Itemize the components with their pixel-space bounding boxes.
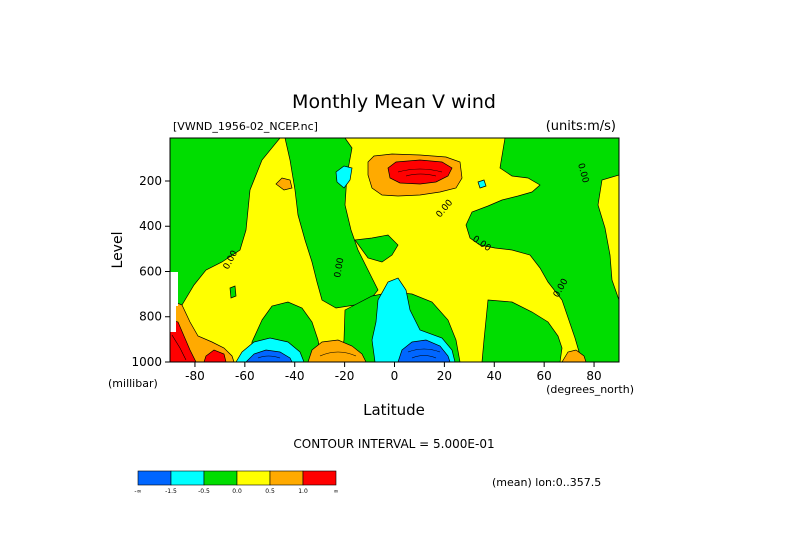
y-axis: 200 400 600 800 1000 — [131, 174, 170, 369]
region-orange-southern-lower — [307, 339, 367, 362]
x-tick-label: 0 — [391, 369, 399, 383]
region-red-polar-south — [170, 319, 197, 362]
region-blue-northern-tropics — [397, 339, 451, 362]
x-tick-label: 40 — [487, 369, 502, 383]
colorbar-swatch — [203, 470, 238, 486]
units-label: (units:m/s) — [546, 119, 616, 134]
x-tick-label: 80 — [586, 369, 601, 383]
region-red-polar-south-b — [203, 349, 227, 362]
contour-label: 0.00 — [333, 257, 346, 279]
colorbar-label: -∞ — [134, 488, 141, 495]
mean-text: (mean) lon:0..357.5 — [492, 476, 601, 489]
y-tick-label: 800 — [139, 310, 162, 324]
colorbar-swatch — [170, 470, 205, 486]
colorbar-label: ∞ — [334, 488, 339, 495]
dataset-label: [VWND_1956-02_NCEP.nc] — [173, 120, 318, 133]
x-tick-label: -60 — [235, 369, 255, 383]
colorbar-swatch — [302, 470, 337, 486]
chart-title: Monthly Mean V wind — [292, 91, 496, 113]
contour-interval-text: CONTOUR INTERVAL = 5.000E-01 — [293, 437, 494, 451]
x-tick-label: 60 — [537, 369, 552, 383]
colorbar: -∞ -1.5 -0.5 0.0 0.5 1.0 ∞ — [134, 470, 339, 495]
x-tick-label: -80 — [185, 369, 205, 383]
region-cyan-equator-lower — [371, 277, 456, 362]
colorbar-swatch — [236, 470, 271, 486]
colorbar-label: 0.5 — [265, 488, 275, 495]
y-tick-label: 600 — [139, 264, 162, 278]
missing-data-patch — [170, 272, 178, 306]
y-axis-units: (millibar) — [108, 377, 158, 390]
colorbar-label: -0.5 — [198, 488, 210, 495]
region-orange-small-south — [275, 177, 293, 191]
x-tick-label: -40 — [285, 369, 305, 383]
x-axis: -80 -60 -40 -20 0 20 40 60 80 — [185, 362, 602, 383]
contour-field — [170, 138, 619, 362]
colorbar-swatch — [137, 470, 172, 486]
y-tick-label: 200 — [139, 174, 162, 188]
y-axis-label: Level — [110, 232, 126, 269]
region-red-upper-equator — [387, 159, 453, 185]
colorbar-swatch — [269, 470, 304, 486]
region-cyan-small — [477, 179, 487, 189]
contour-lines — [171, 168, 443, 361]
colorbar-label: 0.0 — [232, 488, 242, 495]
region-cyan-upper — [335, 165, 353, 189]
x-axis-label: Latitude — [363, 401, 425, 419]
colorbar-label: -1.5 — [165, 488, 177, 495]
region-orange-northern-lower — [561, 349, 587, 362]
region-green-midlat-north-low — [481, 299, 563, 362]
colorbar-label: 1.0 — [298, 488, 308, 495]
x-tick-label: 20 — [437, 369, 452, 383]
region-green-equatorial — [354, 234, 399, 263]
region-green-northern — [465, 138, 619, 362]
missing-data-patch-lower — [170, 306, 176, 332]
region-green-small-patch — [229, 285, 237, 299]
y-tick-label: 1000 — [131, 355, 162, 369]
x-tick-label: -20 — [335, 369, 355, 383]
x-axis-units: (degrees_north) — [546, 383, 634, 396]
y-tick-label: 400 — [139, 219, 162, 233]
